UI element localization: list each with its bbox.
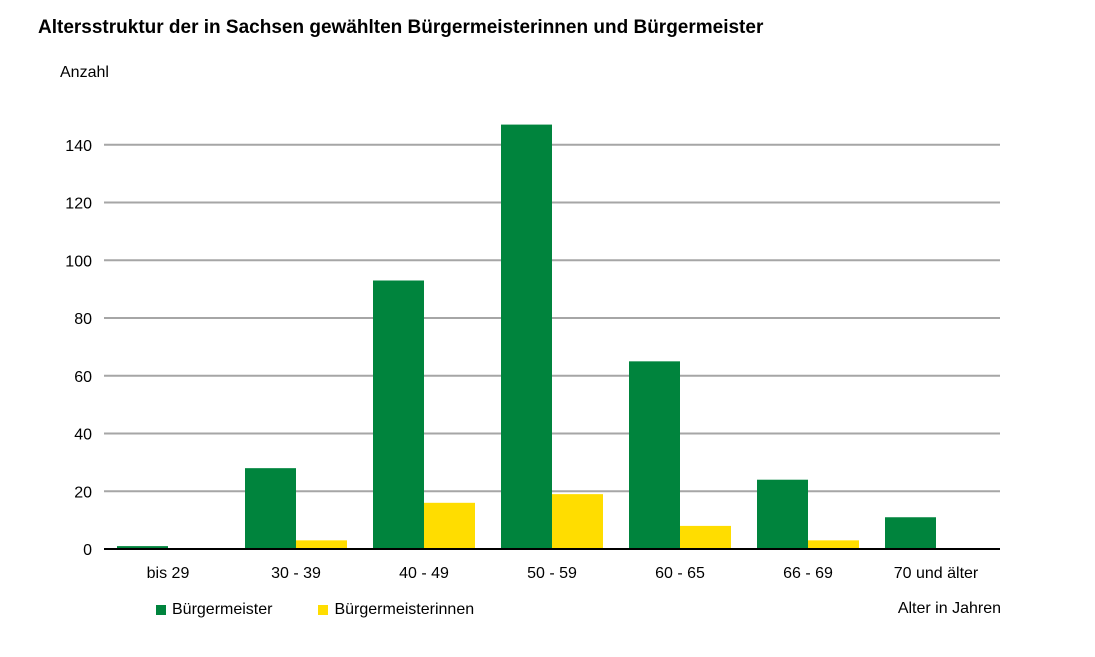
legend-label-buergermeisterinnen: Bürgermeisterinnen — [334, 601, 475, 618]
bar-buergermeister — [885, 517, 936, 549]
x-tick-label: 70 und älter — [894, 565, 979, 582]
y-tick-label: 100 — [65, 253, 92, 270]
x-tick-label: 50 - 59 — [527, 565, 577, 582]
x-tick-label: 60 - 65 — [655, 565, 705, 582]
x-tick-label: 40 - 49 — [399, 565, 449, 582]
bar-buergermeisterinnen — [680, 525, 731, 549]
bar-buergermeister — [757, 479, 808, 549]
bar-buergermeister — [245, 468, 296, 549]
y-tick-label: 20 — [74, 484, 92, 501]
x-tick-label: bis 29 — [147, 565, 190, 582]
y-tick-label: 140 — [65, 138, 92, 155]
bar-buergermeisterinnen — [808, 540, 859, 549]
bar-buergermeisterinnen — [424, 502, 475, 549]
y-tick-label: 40 — [74, 427, 92, 444]
y-tick-label: 80 — [74, 311, 92, 328]
x-axis-label: Alter in Jahren — [897, 600, 1001, 617]
chart-title: Altersstruktur der in Sachsen gewählten … — [38, 17, 764, 38]
legend-label-buergermeister: Bürgermeister — [172, 601, 273, 618]
legend-item-buergermeister: Bürgermeister — [156, 601, 272, 619]
legend-swatch-buergermeisterinnen — [318, 605, 329, 615]
bar-buergermeister — [501, 124, 552, 549]
x-tick-label: 30 - 39 — [271, 565, 321, 582]
legend-item-buergermeisterinnen: Bürgermeisterinnen — [318, 601, 474, 619]
bar-buergermeister — [373, 280, 424, 549]
x-tick-label: 66 - 69 — [783, 565, 833, 582]
bar-buergermeisterinnen — [296, 540, 347, 549]
legend-swatch-buergermeister — [156, 605, 166, 615]
legend: Bürgermeister Bürgermeisterinnen — [156, 601, 520, 619]
y-tick-label: 60 — [74, 369, 92, 386]
bar-buergermeisterinnen — [552, 494, 603, 549]
y-axis-label: Anzahl — [60, 64, 109, 81]
bar-buergermeister — [629, 361, 680, 549]
bar-buergermeister — [117, 546, 168, 549]
y-tick-label: 120 — [65, 196, 92, 213]
y-tick-label: 0 — [83, 542, 92, 559]
